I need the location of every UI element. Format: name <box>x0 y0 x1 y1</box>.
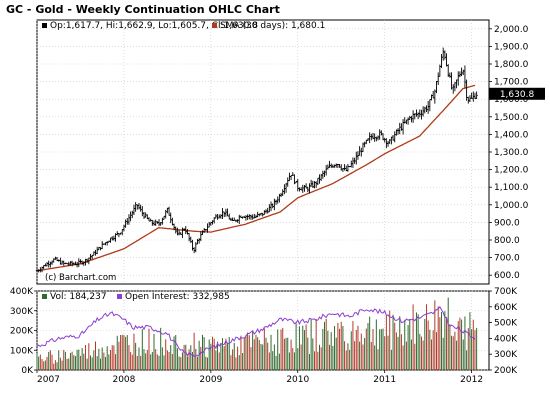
last-price-label: 1,630.8 <box>500 90 535 100</box>
ohlc-legend-swatch <box>42 23 47 28</box>
credit-text: (c) Barchart.com <box>45 273 116 283</box>
volume-legend-text: Vol: 184,237 <box>50 292 107 302</box>
open-interest-legend-text: Open Interest: 332,985 <box>125 292 230 302</box>
sma-legend-swatch <box>212 23 217 28</box>
price-y-tick-label: 1,300.0 <box>494 148 529 158</box>
price-y-tick-label: 1,200.0 <box>494 166 529 176</box>
sma-legend-text: SMA (30 days): 1,680.1 <box>220 21 325 31</box>
price-y-tick-label: 1,800.0 <box>494 60 529 70</box>
volume-left-axis: 400K 300K 200K 100K 0K <box>10 287 37 376</box>
volume-bars <box>36 297 478 370</box>
price-y-tick-label: 1,500.0 <box>494 113 529 123</box>
volume-left-tick-label: 400K <box>10 287 34 297</box>
sma-layer <box>36 84 476 272</box>
ohlc-bars <box>35 47 478 273</box>
open-interest-legend-swatch <box>117 294 122 299</box>
price-y-tick-label: 1,700.0 <box>494 78 529 88</box>
price-y-axis: 2,000.0 1,900.0 1,800.0 1,700.0 1,600.0 1,500… <box>489 25 529 281</box>
x-tick-label: 2008 <box>112 375 135 385</box>
price-y-tick-label: 1,400.0 <box>494 130 529 140</box>
price-y-tick-label: 1,900.0 <box>494 42 529 52</box>
oi-right-tick-label: 400K <box>494 334 518 344</box>
x-tick-label: 2011 <box>373 375 396 385</box>
x-tick-label: 2012 <box>460 375 483 385</box>
price-y-tick-label: 1,600.0 <box>494 95 529 105</box>
volume-left-tick-label: 300K <box>10 307 34 317</box>
price-y-tick-label: 900.0 <box>494 218 520 228</box>
price-y-tick-label: 1,000.0 <box>494 201 529 211</box>
price-y-tick-label: 700.0 <box>494 254 520 264</box>
chart-title: GC - Gold - Weekly Continuation OHLC Cha… <box>6 3 280 16</box>
oi-right-tick-label: 300K <box>494 350 518 360</box>
oi-right-tick-label: 600K <box>494 303 518 313</box>
price-y-tick-label: 800.0 <box>494 236 520 246</box>
oi-right-tick-label: 500K <box>494 319 518 329</box>
open-interest-line <box>36 306 476 358</box>
price-y-tick-label: 1,100.0 <box>494 183 529 193</box>
sma-line <box>36 84 476 272</box>
price-panel: 2,000.0 1,900.0 1,800.0 1,700.0 1,600.0 1,500… <box>35 19 545 285</box>
volume-left-tick-label: 0K <box>21 366 34 376</box>
last-price-box <box>489 87 545 100</box>
volume-left-tick-label: 100K <box>10 346 34 356</box>
ohlc-legend-text: Op:1,617.7, Hi:1,662.9, Lo:1,605.7, Cl:1… <box>50 21 258 31</box>
volume-legend-swatch <box>42 294 47 299</box>
open-interest-right-axis: 700K 600K 500K 400K 300K 200K <box>489 287 518 376</box>
x-tick-label: 2007 <box>37 375 60 385</box>
open-interest-layer <box>36 306 476 358</box>
volume-panel: 400K 300K 200K 100K 0K 700K 600K 500K 400K 300K 2… <box>10 287 518 376</box>
price-y-tick-label: 600.0 <box>494 271 520 281</box>
oi-right-tick-label: 700K <box>494 287 518 297</box>
volume-legend: Vol: 184,237 Open Interest: 332,985 <box>42 292 230 302</box>
price-legend: Op:1,617.7, Hi:1,662.9, Lo:1,605.7, Cl:1… <box>42 21 325 31</box>
x-tick-label: 2009 <box>199 375 222 385</box>
volume-left-tick-label: 200K <box>10 327 34 337</box>
price-y-tick-label: 2,000.0 <box>494 25 529 35</box>
oi-right-tick-label: 200K <box>494 366 518 376</box>
last-price-tag: 1,630.8 <box>489 87 545 100</box>
x-axis: 2007 2008 2009 2010 2011 2012 <box>36 370 483 385</box>
x-tick-label: 2010 <box>286 375 309 385</box>
